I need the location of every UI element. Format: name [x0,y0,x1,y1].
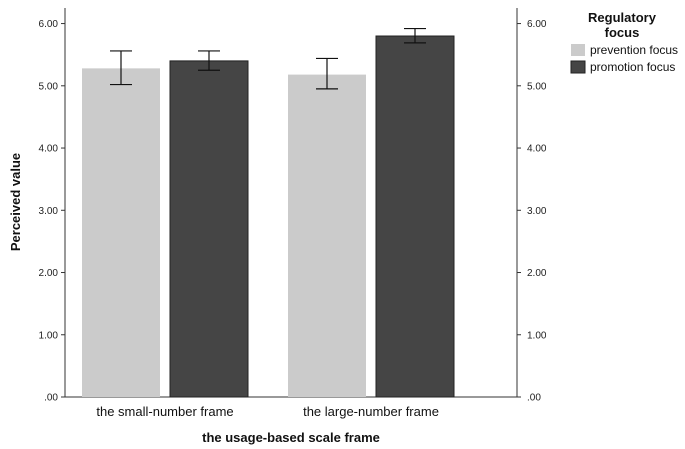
bar-promotion-0 [169,60,249,398]
left-y-ticks: .00 1.00 2.00 3.00 4.00 5.00 6.00 [39,19,65,404]
right-tick-label: 2.00 [527,268,547,279]
bars [82,35,455,398]
right-tick-label: 4.00 [527,144,547,155]
left-tick-label: .00 [44,393,58,404]
right-tick-label: 6.00 [527,19,547,30]
bar-prevention-0 [82,68,160,397]
left-tick-label: 3.00 [39,206,59,217]
right-tick-label: .00 [527,393,541,404]
left-tick-label: 4.00 [39,144,59,155]
legend: Regulatory focus prevention focus promot… [570,10,678,74]
left-tick-label: 1.00 [39,330,59,341]
error-bars [110,27,426,90]
legend-swatch-prevention [571,44,585,56]
bar-promotion-1 [375,35,455,398]
left-tick-label: 5.00 [39,81,59,92]
category-label-1: the large-number frame [303,404,439,419]
category-label-0: the small-number frame [96,404,233,419]
left-tick-label: 2.00 [39,268,59,279]
legend-swatch-promotion [570,60,586,74]
legend-label-promotion: promotion focus [590,60,675,74]
right-tick-label: 1.00 [527,330,547,341]
x-axis-title: the usage-based scale frame [202,430,380,445]
left-tick-label: 6.00 [39,19,59,30]
bar-prevention-1 [288,74,366,397]
right-tick-label: 3.00 [527,206,547,217]
right-tick-label: 5.00 [527,81,547,92]
legend-title-line2: focus [605,25,640,40]
right-y-ticks: .00 1.00 2.00 3.00 4.00 5.00 6.00 [517,19,547,404]
category-labels: the small-number frame the large-number f… [96,404,439,419]
y-axis-title: Perceived value [8,153,23,251]
legend-label-prevention: prevention focus [590,43,678,57]
legend-title-line1: Regulatory [588,10,657,25]
